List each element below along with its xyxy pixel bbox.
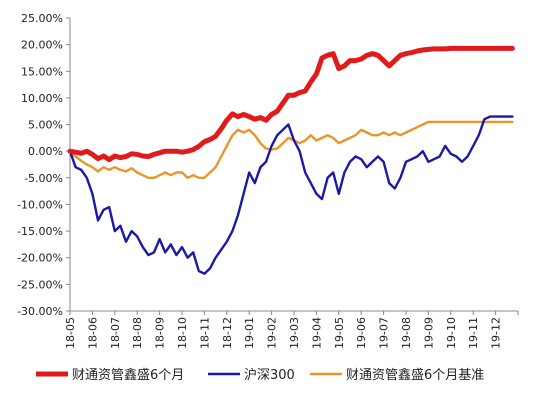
- x-tick-label: 18-12: [221, 317, 234, 349]
- legend: 财通资管鑫盛6个月 沪深300 财通资管鑫盛6个月基准: [36, 367, 484, 383]
- series-line-2: [68, 120, 514, 180]
- x-tick-label: 18-10: [176, 317, 189, 349]
- x-tick-label: 18-06: [86, 317, 99, 349]
- x-tick-label: 19-06: [355, 317, 368, 349]
- y-tick-label: 20.00%: [21, 39, 63, 52]
- x-tick-label: 18-05: [64, 317, 77, 349]
- legend-label-2: 财通资管鑫盛6个月基准: [346, 367, 484, 383]
- x-tick-label: 19-05: [333, 317, 346, 349]
- y-tick-label: -10.00%: [17, 198, 63, 211]
- x-tick-label: 18-07: [109, 317, 122, 349]
- x-tick-label: 19-03: [288, 317, 301, 349]
- series-line-1: [68, 115, 514, 275]
- x-tick-label: 19-07: [378, 317, 391, 349]
- legend-label-0: 财通资管鑫盛6个月: [72, 367, 184, 383]
- y-axis-ticks: -30.00% -25.00% -20.00% -15.00% -10.00% -5.00…: [17, 12, 70, 318]
- series-line-0: [67, 45, 515, 163]
- x-tick-label: 19-12: [490, 317, 503, 349]
- y-tick-label: -15.00%: [17, 225, 63, 238]
- y-tick-label: 10.00%: [21, 92, 63, 105]
- x-tick-label: 19-01: [243, 317, 256, 349]
- y-tick-label: 0.00%: [28, 145, 63, 158]
- legend-label-1: 沪深300: [244, 367, 295, 383]
- y-tick-label: -30.00%: [17, 305, 63, 318]
- y-tick-label: -20.00%: [17, 252, 63, 265]
- x-axis-ticks: 18-05 18-06 18-07 18-08 18-09 18-10 18-11 18-12…: [64, 311, 519, 349]
- x-tick-label: 18-11: [198, 317, 211, 349]
- x-tick-label: 19-11: [467, 317, 480, 349]
- y-tick-label: 5.00%: [28, 119, 63, 132]
- series-lines: [67, 45, 515, 275]
- x-tick-label: 18-09: [154, 317, 167, 349]
- axes: [69, 18, 518, 312]
- x-tick-label: 19-08: [400, 317, 413, 349]
- x-tick-label: 19-09: [422, 317, 435, 349]
- y-tick-label: 15.00%: [21, 65, 63, 78]
- y-tick-label: -25.00%: [17, 278, 63, 291]
- y-tick-label: -5.00%: [24, 172, 63, 185]
- x-tick-label: 18-08: [131, 317, 144, 349]
- x-tick-label: 19-04: [310, 317, 323, 349]
- y-tick-label: 25.00%: [21, 12, 63, 25]
- x-tick-label: 19-10: [445, 317, 458, 349]
- x-tick-label: 19-02: [266, 317, 279, 349]
